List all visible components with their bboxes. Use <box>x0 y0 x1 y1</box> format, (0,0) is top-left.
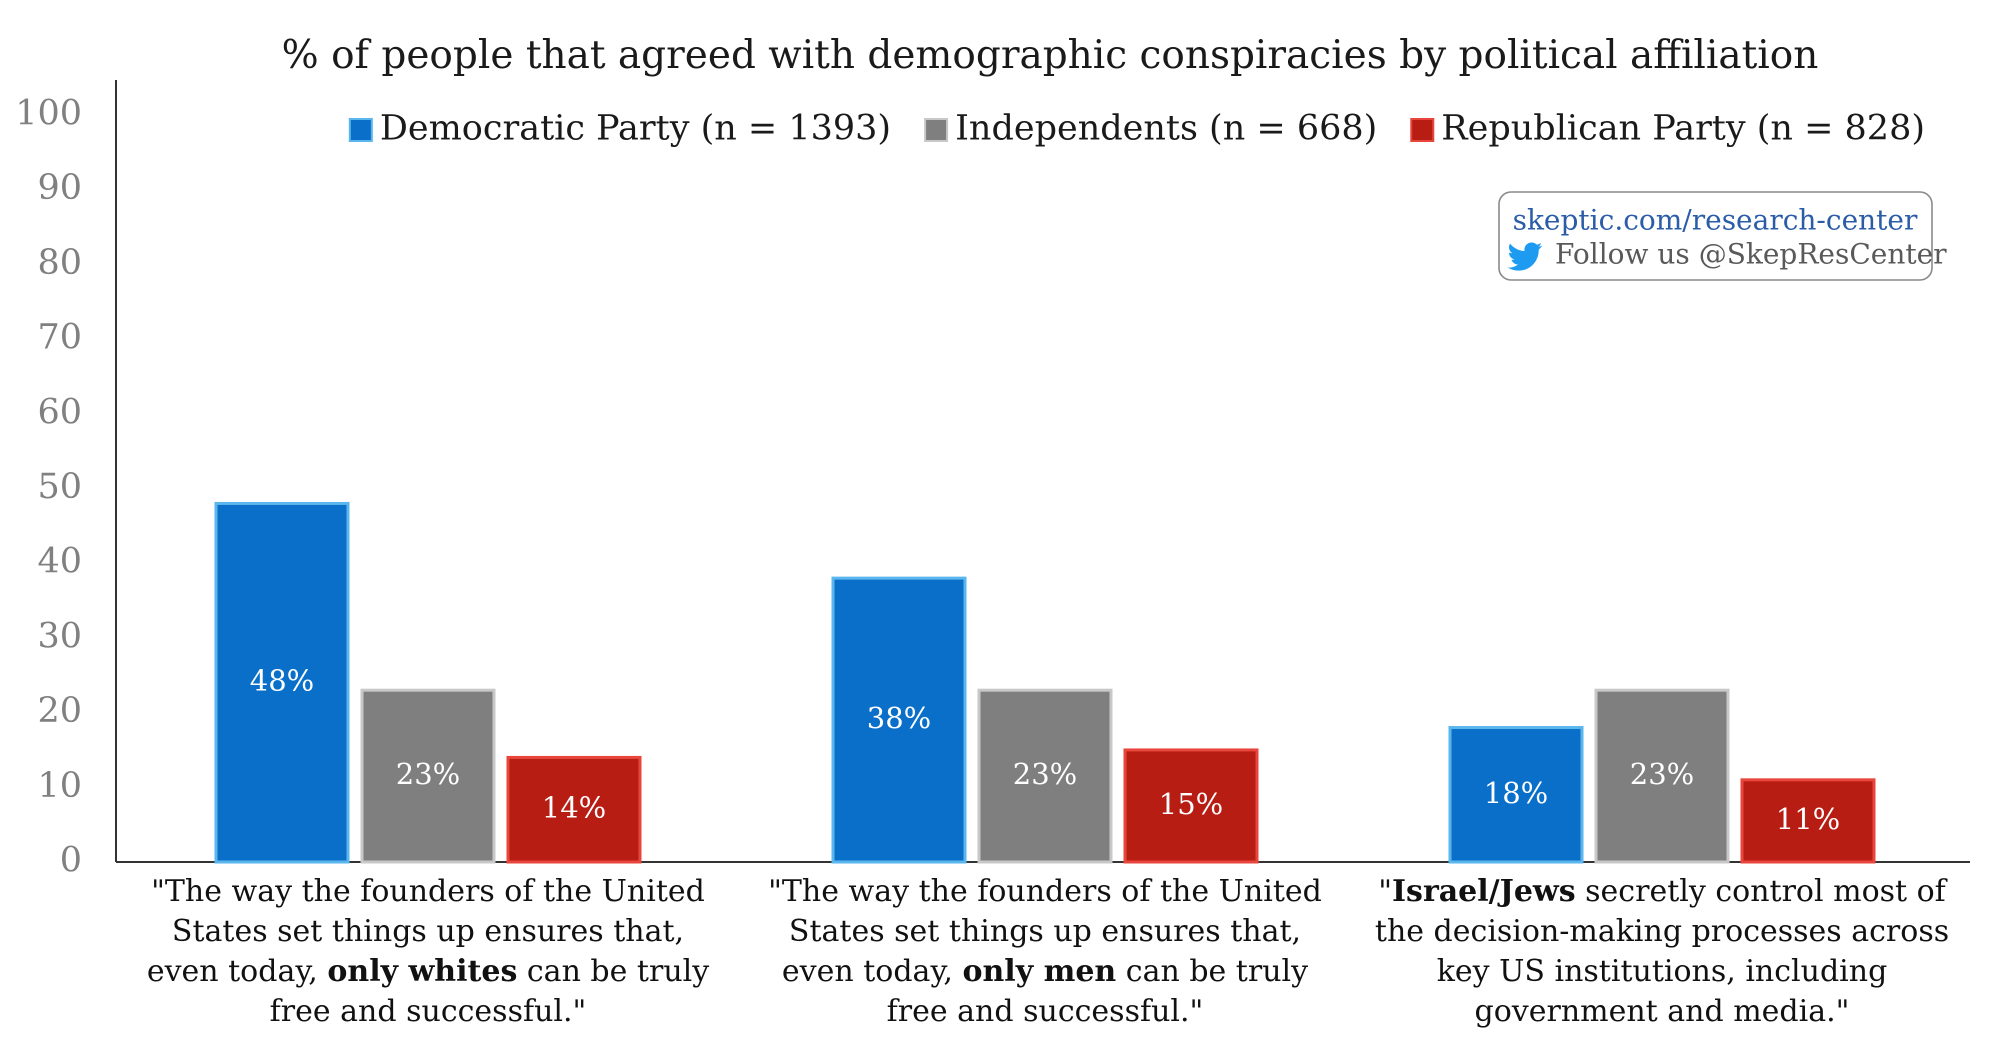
bar <box>1740 778 1876 864</box>
category-label-emphasis: Israel/Jews <box>1392 874 1576 909</box>
legend-swatch <box>924 118 949 142</box>
category-label-emphasis: only whites <box>327 954 518 989</box>
x-axis-category-label: "The way the founders of the United Stat… <box>750 872 1340 1032</box>
bar-value-label: 15% <box>1159 787 1223 821</box>
credit-frame <box>1498 191 1933 281</box>
y-tick-label: 20 <box>37 691 82 731</box>
bar-value-label: 14% <box>542 791 606 825</box>
y-axis-ticks: 0 10 20 30 40 50 60 70 80 90 100 <box>15 94 82 881</box>
legend-item: Democratic Party (n = 1393) <box>348 109 891 149</box>
bar-value-label: 11% <box>1776 802 1840 836</box>
category-label-text: can be truly free and successful." <box>886 954 1309 1029</box>
y-tick-label: 50 <box>37 467 82 507</box>
y-tick-label: 30 <box>37 616 82 656</box>
legend-label: Independents (n = 668) <box>955 109 1377 149</box>
bar <box>1448 726 1584 864</box>
bar <box>1594 688 1730 864</box>
credit-box: skeptic.com/research-center Follow us @S… <box>1498 191 1947 281</box>
credit-link[interactable]: skeptic.com/research-center <box>1513 204 1918 237</box>
legend-label: Democratic Party (n = 1393) <box>380 109 891 149</box>
y-tick-label: 70 <box>37 318 82 358</box>
category-label-text: "The way the founders of the United Stat… <box>146 874 705 989</box>
bar-value-label: 23% <box>396 757 460 791</box>
legend-swatch <box>348 118 373 142</box>
category-label-text: secretly control most of the decision-ma… <box>1374 874 1950 1029</box>
legend-item: Independents (n = 668) <box>924 109 1377 149</box>
bar-value-label: 18% <box>1484 776 1548 810</box>
y-tick-label: 60 <box>37 392 82 432</box>
chart-title: % of people that agreed with demographic… <box>282 33 1819 78</box>
bar <box>1123 748 1259 864</box>
y-tick-label: 90 <box>37 168 82 208</box>
y-tick-label: 80 <box>37 243 82 283</box>
category-label-text: can be truly free and successful." <box>269 954 710 1029</box>
bar <box>506 755 642 864</box>
legend-item: Republican Party (n = 828) <box>1410 109 1925 149</box>
bar <box>977 688 1113 864</box>
bar-value-label: 23% <box>1013 757 1077 791</box>
bar-value-label: 23% <box>1630 757 1694 791</box>
bar-value-label: 48% <box>250 664 314 698</box>
category-label-emphasis: only men <box>962 954 1117 989</box>
category-label-text: " <box>1378 874 1393 909</box>
bar <box>831 576 967 864</box>
bar <box>360 688 496 864</box>
y-tick-label: 0 <box>60 841 82 881</box>
y-tick-label: 40 <box>37 542 82 582</box>
y-tick-label: 100 <box>15 94 82 134</box>
legend-swatch <box>1410 118 1435 142</box>
y-tick-label: 10 <box>37 766 82 806</box>
twitter-bird-icon[interactable] <box>1507 242 1543 271</box>
x-axis-category-label: "The way the founders of the United Stat… <box>133 872 723 1032</box>
credit-follow-text[interactable]: Follow us @SkepResCenter <box>1555 238 1947 271</box>
bar <box>214 501 350 864</box>
x-axis-category-label: "Israel/Jews secretly control most of th… <box>1367 872 1957 1032</box>
legend: Democratic Party (n = 1393) Independents … <box>348 109 1925 149</box>
bar-value-label: 38% <box>867 701 931 735</box>
legend-label: Republican Party (n = 828) <box>1441 109 1925 149</box>
bars: 48% 38% 18% 23% 23% 23% 14% 15% 11% <box>214 501 1876 864</box>
category-label-text: "The way the founders of the United Stat… <box>768 874 1322 989</box>
